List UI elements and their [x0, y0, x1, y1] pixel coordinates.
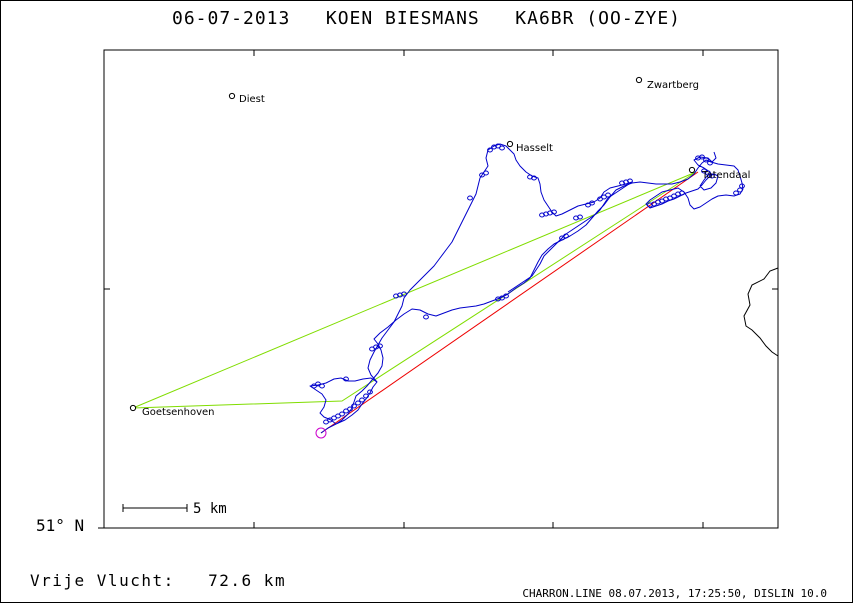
map-frame [103, 49, 779, 529]
thermal-circle [705, 170, 711, 176]
thermal-circle [739, 183, 745, 189]
page-title: 06-07-2013 KOEN BIESMANS KA6BR (OO-ZYE) [0, 8, 853, 29]
thermal-circle [423, 314, 429, 320]
thermal-circle [531, 175, 537, 181]
scale-bar-label: 5 km [193, 501, 227, 517]
thermal-circle [355, 400, 361, 406]
place-hasselt: Hasselt [506, 140, 553, 154]
thermal-circle [699, 154, 705, 160]
distance-value: 72.6 km [208, 571, 287, 590]
place-goetsenhoven: Goetsenhoven [129, 404, 215, 418]
thermal-circle [377, 343, 383, 349]
thermal-circle [707, 160, 713, 166]
thermal-circle [627, 178, 633, 184]
thermal-circle [733, 190, 739, 196]
flight-track-line-2 [367, 143, 633, 383]
task-leg-line [132, 171, 697, 409]
place-label: Goetsenhoven [142, 407, 215, 418]
thermal-circle [605, 192, 611, 198]
distance-label: Vrije Vlucht: [30, 571, 175, 590]
latitude-label: 51° N [36, 516, 85, 535]
thermal-circle [363, 393, 369, 399]
thermal-circle [563, 233, 569, 239]
scale-bar: 5 km [122, 501, 227, 517]
place-marker-icon [635, 76, 643, 84]
distance-readout: Vrije Vlucht: 72.6 km [30, 571, 286, 590]
start-marker [315, 427, 327, 439]
place-marker-icon [688, 166, 696, 174]
place-diest: Diest [228, 92, 265, 105]
place-marker-icon [228, 92, 236, 100]
place-tatendaal: Tatendaal [688, 166, 750, 181]
thermal-circle [483, 170, 489, 176]
border-line [743, 267, 779, 357]
frame-ticks [98, 50, 778, 529]
thermal-circle [503, 293, 509, 299]
thermal-circle [319, 383, 325, 389]
place-label: Diest [239, 94, 265, 105]
thermal-circle [577, 214, 583, 220]
flight-track-line [309, 151, 744, 434]
thermal-circle [487, 147, 493, 153]
thermal-circle [709, 173, 715, 179]
thermal-circle [737, 187, 743, 193]
title-date: 06-07-2013 [171, 8, 291, 29]
title-glider: KA6BR (OO-ZYE) [515, 8, 681, 29]
title-pilot: KOEN BIESMANS [325, 8, 480, 29]
thermal-circle [359, 397, 365, 403]
place-label: Hasselt [516, 143, 553, 154]
thermal-circle [589, 200, 595, 206]
thermal-circle [703, 157, 709, 163]
footer-credit: CHARRON.LINE 08.07.2013, 17:25:50, DISLI… [522, 587, 827, 600]
place-marker-icon [506, 140, 514, 148]
thermal-circle [679, 190, 685, 196]
thermal-circle [401, 291, 407, 297]
place-label: Tatendaal [701, 170, 750, 181]
thermal-circle [339, 411, 345, 417]
free-flight-leg-line [320, 171, 699, 434]
thermal-circle [347, 406, 353, 412]
thermal-loops [311, 143, 745, 425]
thermal-circle [551, 209, 557, 215]
place-label: Zwartberg [647, 80, 699, 91]
thermal-circle [343, 376, 349, 382]
place-zwartberg: Zwartberg [635, 76, 699, 91]
thermal-circle [351, 403, 357, 409]
thermal-circle [367, 389, 373, 395]
place-marker-icon [129, 404, 137, 412]
thermal-circle [499, 145, 505, 151]
thermal-circle [467, 195, 473, 201]
